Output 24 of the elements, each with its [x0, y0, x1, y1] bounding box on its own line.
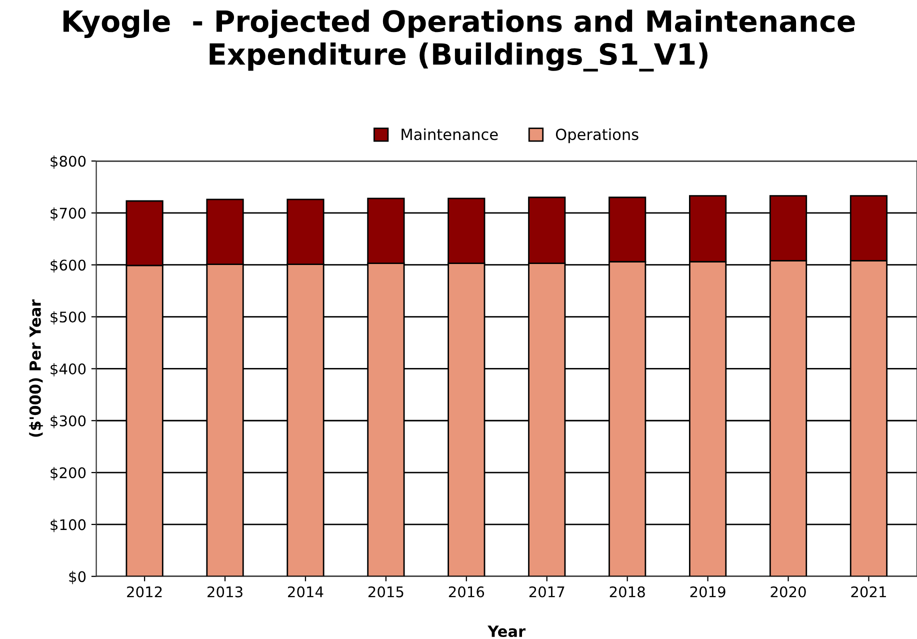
y-tick-label: $400 [50, 363, 86, 376]
x-tick-label: 2018 [610, 586, 645, 598]
x-tick-label: 2015 [368, 586, 404, 598]
x-tick-label: 2012 [127, 586, 162, 598]
y-tick-label: $500 [50, 311, 86, 324]
y-tick-label: $100 [50, 518, 86, 532]
y-tick-label: $800 [50, 155, 86, 169]
y-tick-label: $0 [69, 570, 86, 584]
x-tick-label: 2019 [690, 586, 726, 598]
y-tick-label: $600 [50, 259, 86, 273]
chart-title: Kyogle - Projected Operations and Maintenance Expenditure (Buildings_S1_V1) [63, 10, 855, 72]
y-tick-label: $200 [50, 467, 86, 480]
x-tick-label: 2013 [208, 586, 242, 598]
y-axis-title: ($'000) Per Year [29, 299, 43, 437]
y-tick-label: $700 [50, 207, 86, 221]
x-tick-label: 2016 [448, 586, 484, 598]
x-tick-label: 2017 [529, 586, 564, 598]
y-tick-label: $300 [50, 415, 86, 428]
legend-label: Operations [556, 128, 638, 144]
legend-label: Maintenance [402, 128, 498, 140]
x-tick-label: 2020 [770, 586, 806, 598]
x-tick-label: 2021 [851, 586, 886, 598]
x-axis-title: Year [488, 626, 526, 638]
x-tick-label: 2014 [288, 586, 324, 598]
